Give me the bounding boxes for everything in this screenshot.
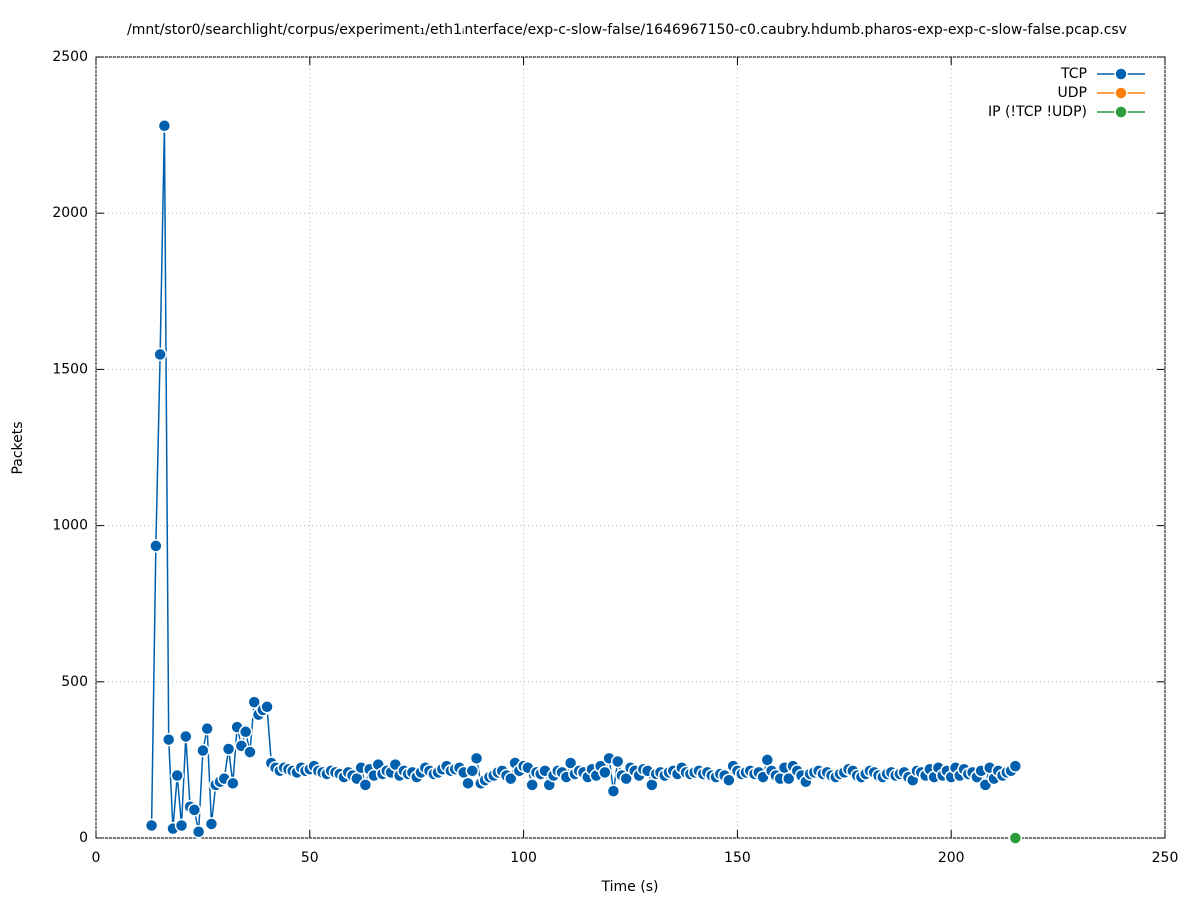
- data-point: [179, 729, 193, 744]
- legend-label: TCP: [1060, 66, 1087, 82]
- x-axis-label: Time (s): [601, 879, 659, 895]
- data-point: [1008, 831, 1023, 845]
- data-point: [196, 743, 210, 758]
- data-point: [144, 818, 159, 833]
- data-point: [358, 778, 373, 792]
- data-point: [260, 700, 274, 714]
- x-tick-label: 250: [1152, 850, 1179, 866]
- data-point: [191, 825, 206, 839]
- data-point: [174, 818, 189, 833]
- legend-marker: [1114, 86, 1128, 100]
- plot-frame: [95, 56, 1166, 839]
- x-tick-label: 0: [92, 850, 101, 866]
- x-tick-label: 200: [938, 850, 965, 866]
- data-point: [157, 118, 172, 133]
- legend-marker: [1114, 105, 1128, 119]
- data-point: [247, 695, 261, 709]
- data-point: [504, 771, 518, 786]
- data-point: [170, 768, 184, 783]
- x-tick-label: 50: [301, 850, 319, 866]
- x-tick-label: 150: [724, 850, 751, 866]
- data-point: [525, 778, 539, 792]
- data-point: [221, 742, 236, 756]
- data-point: [465, 764, 480, 778]
- y-tick-label: 1000: [52, 518, 88, 534]
- y-axis-label: Packets: [10, 421, 26, 474]
- y-tick-label: 2500: [52, 49, 88, 65]
- data-point: [187, 803, 202, 817]
- data-point: [469, 751, 484, 766]
- legend-label: IP (!TCP !UDP): [988, 104, 1087, 120]
- chart-title: /mnt/stor0/searchlight/corpus/experiment…: [127, 22, 1127, 38]
- y-tick-label: 500: [61, 674, 88, 690]
- y-tick-label: 1500: [52, 361, 88, 377]
- data-point: [461, 776, 475, 791]
- data-point: [238, 725, 253, 739]
- data-point: [153, 347, 167, 362]
- data-point: [204, 817, 219, 831]
- y-tick-label: 2000: [52, 205, 88, 221]
- data-point: [722, 773, 736, 787]
- data-point: [243, 745, 257, 759]
- data-point: [606, 784, 621, 798]
- legend-label: UDP: [1058, 85, 1087, 101]
- data-point: [598, 765, 612, 780]
- legend-marker: [1114, 67, 1128, 81]
- data-point: [1008, 759, 1023, 773]
- data-point: [781, 771, 796, 786]
- data-point: [149, 539, 163, 553]
- data-point: [610, 754, 625, 769]
- series-line: [150, 125, 1016, 832]
- data-point: [200, 721, 214, 736]
- y-tick-label: 0: [79, 830, 88, 846]
- data-point: [226, 776, 240, 791]
- x-tick-label: 100: [510, 850, 537, 866]
- data-point: [161, 732, 176, 747]
